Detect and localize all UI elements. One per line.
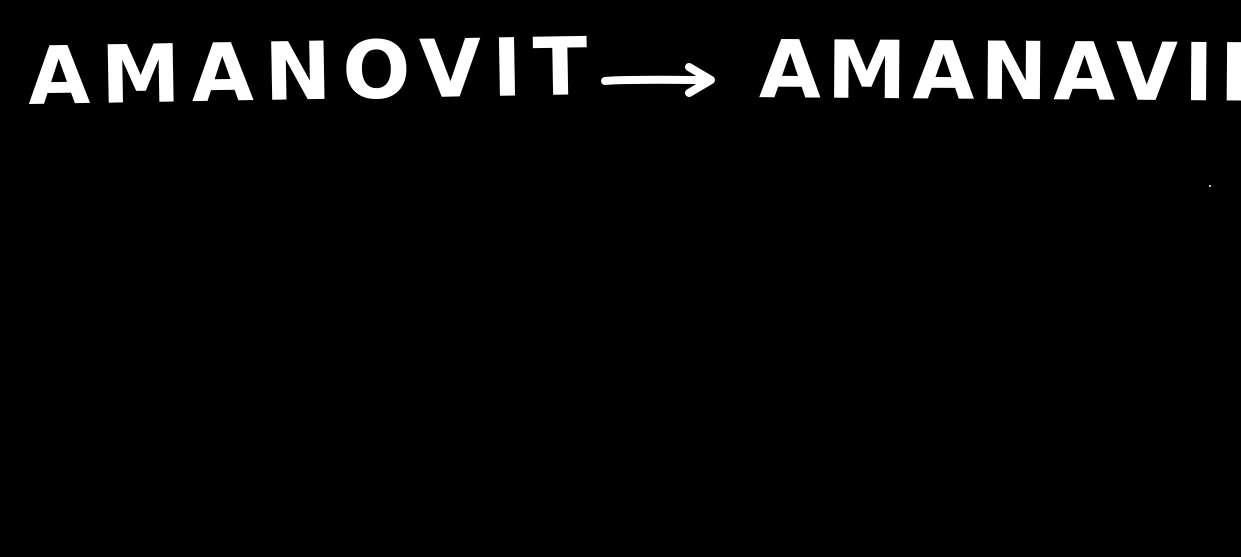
chalk-speck xyxy=(1209,185,1211,187)
source-word: AMANOVIT xyxy=(27,20,600,123)
right-arrow-icon xyxy=(600,63,715,97)
target-word: AMANAVIR xyxy=(758,23,1241,120)
handwritten-line: AMANOVIT AMANAVIR xyxy=(27,20,1241,123)
